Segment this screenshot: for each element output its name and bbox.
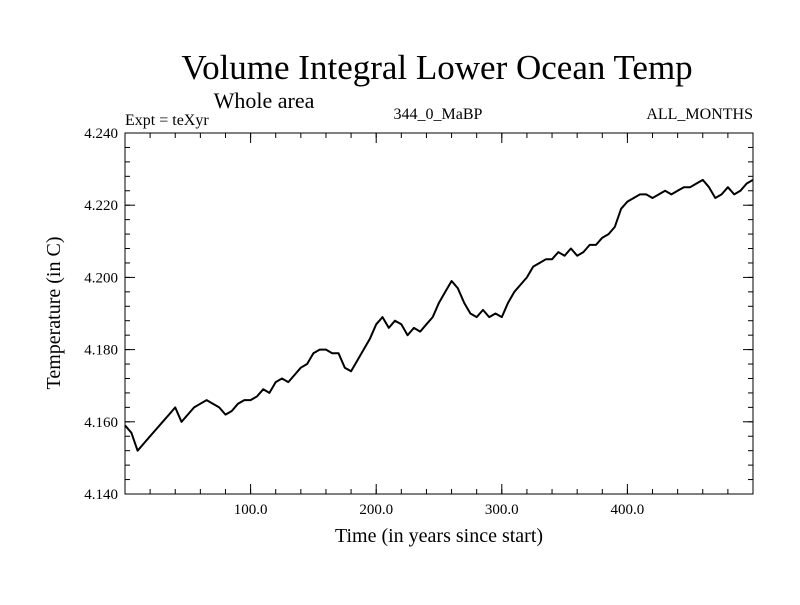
y-tick-label: 4.200 bbox=[84, 270, 118, 286]
annotation-left: Expt = teXyr bbox=[125, 112, 209, 129]
axes: 100.0 200.0 300.0 400.0 4.140 4.160 4.180 4.200… bbox=[84, 126, 753, 518]
annotation-right: ALL_MONTHS bbox=[646, 106, 753, 123]
plot-frame bbox=[124, 132, 754, 495]
y-tick-label: 4.240 bbox=[84, 126, 118, 142]
series-line bbox=[124, 178, 754, 452]
x-tick-label: 200.0 bbox=[359, 502, 393, 518]
y-tick-label: 4.160 bbox=[84, 415, 118, 431]
chart-title: Volume Integral Lower Ocean Temp bbox=[181, 48, 692, 87]
y-axis-label: Temperature (in C) bbox=[43, 237, 65, 390]
chart-subtitle: Whole area bbox=[214, 88, 315, 113]
y-tick-label: 4.140 bbox=[84, 487, 118, 503]
x-tick-label: 300.0 bbox=[485, 502, 519, 518]
x-tick-label: 400.0 bbox=[611, 502, 645, 518]
y-tick-label: 4.180 bbox=[84, 343, 118, 359]
plot-area bbox=[124, 178, 754, 452]
x-tick-label: 100.0 bbox=[234, 502, 268, 518]
annotation-center: 344_0_MaBP bbox=[394, 106, 483, 123]
x-axis-label: Time (in years since start) bbox=[335, 525, 543, 547]
y-tick-label: 4.220 bbox=[84, 198, 118, 214]
